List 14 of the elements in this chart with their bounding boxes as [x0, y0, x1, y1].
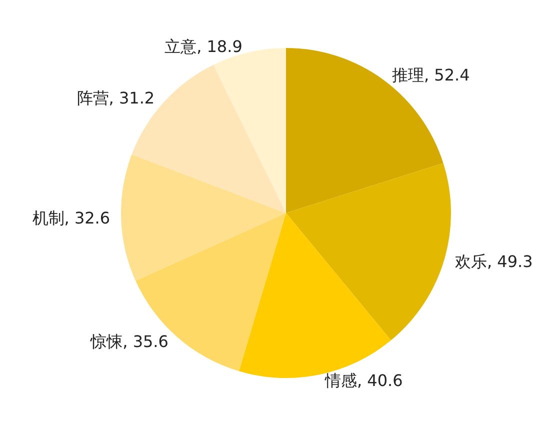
- data-label: , 52.4: [424, 66, 470, 84]
- slice-label: 欢乐: [455, 252, 488, 271]
- slice-label: 情感: [324, 371, 357, 390]
- data-label: , 40.6: [356, 371, 403, 390]
- slice-label: 推理: [392, 66, 424, 84]
- data-label: , 49.3: [487, 252, 533, 271]
- slice-label: 惊悚: [90, 332, 123, 352]
- data-label: , 35.6: [122, 332, 168, 352]
- data-label: , 31.2: [108, 88, 155, 108]
- data-label: , 18.9: [196, 36, 242, 56]
- data-label: , 32.6: [64, 208, 110, 228]
- slice-label: 阵营: [76, 88, 109, 108]
- slice-label: 立意: [164, 36, 197, 56]
- slice-label: 机制: [32, 208, 64, 228]
